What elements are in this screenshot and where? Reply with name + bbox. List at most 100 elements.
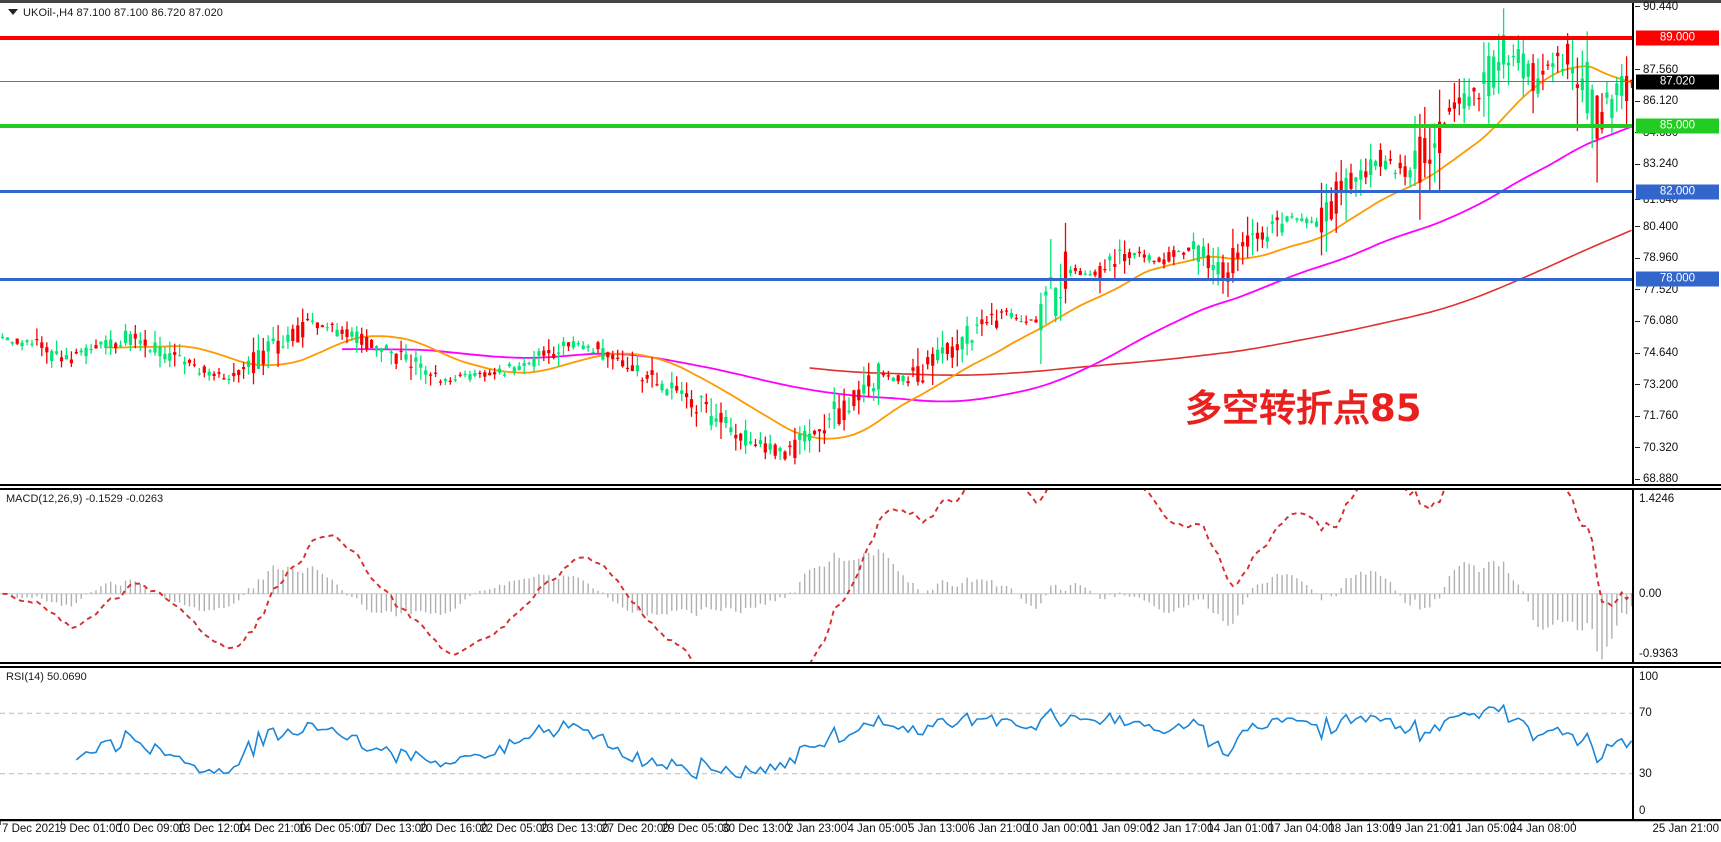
time-tick-mark bbox=[60, 821, 62, 825]
price-tick: 70.320 bbox=[1634, 442, 1721, 454]
price-tick: 68.880 bbox=[1634, 473, 1721, 485]
macd-panel: MACD(12,26,9) -0.1529 -0.0263 1.4246 0.00… bbox=[0, 488, 1721, 664]
time-axis-label: 6 Jan 21:00 bbox=[968, 823, 1029, 835]
macd-tick: 0.00 bbox=[1639, 587, 1662, 600]
price-tick: 78.960 bbox=[1634, 252, 1721, 264]
time-axis-label: 5 Jan 13:00 bbox=[907, 823, 969, 835]
time-tick-mark bbox=[484, 821, 486, 825]
time-tick-mark bbox=[907, 821, 909, 825]
time-tick-mark bbox=[302, 821, 304, 825]
time-axis-label: 29 Dec 05:00 bbox=[661, 823, 731, 835]
price-scale[interactable]: 90.44087.56086.12084.68083.24081.64080.4… bbox=[1634, 1, 1721, 485]
price-tick: 73.200 bbox=[1634, 379, 1721, 391]
time-tick-mark bbox=[544, 821, 546, 825]
time-tick-mark bbox=[1512, 821, 1514, 825]
time-axis-label: 30 Dec 13:00 bbox=[722, 823, 791, 835]
level-line-pivot-85[interactable] bbox=[0, 123, 1632, 128]
time-tick-mark bbox=[1149, 821, 1151, 825]
time-axis-label: 16 Dec 05:00 bbox=[298, 823, 368, 835]
chart-title: UKOil-,H4 87.100 87.100 86.720 87.020 bbox=[8, 7, 223, 19]
price-panel: UKOil-,H4 87.100 87.100 86.720 87.020 多空… bbox=[0, 0, 1721, 486]
time-axis-label: 2 Jan 23:00 bbox=[786, 823, 848, 835]
macd-tick: -0.9363 bbox=[1639, 648, 1679, 660]
time-tick-mark bbox=[1452, 821, 1454, 825]
caret-down-icon[interactable] bbox=[8, 9, 18, 16]
macd-label: MACD(12,26,9) -0.1529 -0.0263 bbox=[6, 493, 164, 505]
time-tick-mark bbox=[665, 821, 667, 825]
time-tick-mark bbox=[1573, 821, 1575, 825]
time-axis-label: 20 Dec 16:00 bbox=[419, 823, 489, 835]
level-line-support-78[interactable] bbox=[0, 277, 1632, 281]
time-tick-mark bbox=[1270, 821, 1272, 825]
price-badge: 85.000 bbox=[1636, 118, 1719, 134]
price-tick: 80.400 bbox=[1634, 221, 1721, 233]
time-tick-mark bbox=[1028, 821, 1030, 825]
time-tick-mark bbox=[181, 821, 183, 825]
price-tick: 74.640 bbox=[1634, 347, 1721, 359]
time-axis[interactable]: 7 Dec 2021 9 Dec 01:00 10 Dec 09:00 13 Dec … bbox=[0, 821, 1721, 842]
time-axis-label: 14 Dec 21:00 bbox=[238, 823, 307, 835]
time-axis-label: 23 Dec 13:00 bbox=[540, 823, 610, 835]
macd-plot-area[interactable] bbox=[0, 490, 1634, 662]
time-tick-mark bbox=[1210, 821, 1212, 825]
rsi-tick: 30 bbox=[1639, 767, 1652, 780]
time-tick-mark bbox=[1391, 821, 1393, 825]
rsi-label: RSI(14) 50.0690 bbox=[6, 671, 87, 683]
rsi-panel: RSI(14) 50.0690 100 70 30 0 bbox=[0, 666, 1721, 821]
time-axis-label: 18 Jan 13:00 bbox=[1328, 823, 1395, 835]
time-axis-rule bbox=[0, 821, 1721, 822]
time-axis-label: 17 Dec 13:00 bbox=[359, 823, 428, 835]
time-axis-label: 12 Jan 17:00 bbox=[1146, 823, 1214, 835]
rsi-scale: 100 70 30 0 bbox=[1634, 668, 1721, 819]
time-axis-label: 21 Jan 05:00 bbox=[1449, 823, 1516, 835]
macd-svg bbox=[0, 490, 1632, 662]
time-axis-label: 24 Jan 08:00 bbox=[1509, 823, 1577, 835]
price-badge: 78.000 bbox=[1636, 271, 1719, 287]
rsi-tick: 0 bbox=[1639, 805, 1646, 817]
time-axis-label: 14 Jan 01:00 bbox=[1207, 823, 1274, 835]
time-axis-label: 22 Dec 05:00 bbox=[480, 823, 549, 835]
price-tick: 77.520 bbox=[1634, 284, 1721, 296]
level-line-resistance-89[interactable] bbox=[0, 36, 1632, 41]
time-axis-label: 4 Jan 05:00 bbox=[847, 823, 908, 835]
price-tick: 83.240 bbox=[1634, 158, 1721, 170]
rsi-plot-area[interactable] bbox=[0, 668, 1634, 819]
macd-scale: 1.4246 0.00 -0.9363 bbox=[1634, 490, 1721, 662]
rsi-tick: 100 bbox=[1639, 671, 1659, 683]
rsi-tick: 70 bbox=[1639, 707, 1652, 720]
time-tick-mark bbox=[726, 821, 728, 825]
time-tick-mark bbox=[423, 821, 425, 825]
chart-annotation: 多空转折点85 bbox=[1185, 387, 1422, 430]
price-badge: 87.020 bbox=[1636, 74, 1719, 90]
time-axis-label: 11 Jan 09:00 bbox=[1086, 823, 1153, 835]
time-axis-label: 10 Dec 09:00 bbox=[117, 823, 186, 835]
time-tick-mark bbox=[363, 821, 365, 825]
price-badge: 82.000 bbox=[1636, 184, 1719, 200]
time-tick-mark bbox=[1331, 821, 1333, 825]
time-tick-mark bbox=[0, 821, 1, 825]
level-line-support-82[interactable] bbox=[0, 190, 1632, 194]
time-tick-mark bbox=[121, 821, 123, 825]
time-axis-label: 17 Jan 04:00 bbox=[1267, 823, 1335, 835]
price-plot-area[interactable]: 多空转折点85 bbox=[0, 3, 1634, 484]
time-axis-label: 13 Dec 12:00 bbox=[177, 823, 247, 835]
time-tick-mark bbox=[1089, 821, 1091, 825]
time-tick-mark bbox=[605, 821, 607, 825]
time-axis-label: 25 Jan 21:00 bbox=[1652, 823, 1719, 835]
time-axis-label: 9 Dec 01:00 bbox=[59, 823, 122, 835]
price-tick: 76.080 bbox=[1634, 315, 1721, 327]
time-tick-mark bbox=[242, 821, 244, 825]
price-tick: 90.440 bbox=[1634, 1, 1721, 13]
rsi-svg bbox=[0, 703, 1632, 780]
price-tick: 86.120 bbox=[1634, 95, 1721, 107]
time-axis-label: 7 Dec 2021 bbox=[2, 823, 61, 835]
macd-tick: 1.4246 bbox=[1639, 493, 1675, 505]
time-axis-label: 27 Dec 20:00 bbox=[601, 823, 670, 835]
time-axis-label: 10 Jan 00:00 bbox=[1025, 823, 1093, 835]
time-axis-label: 19 Jan 21:00 bbox=[1388, 823, 1456, 835]
price-tick: 71.760 bbox=[1634, 410, 1721, 422]
level-line-current-price-87[interactable] bbox=[0, 81, 1632, 83]
time-tick-mark bbox=[968, 821, 970, 825]
price-candles-svg bbox=[0, 8, 1632, 465]
